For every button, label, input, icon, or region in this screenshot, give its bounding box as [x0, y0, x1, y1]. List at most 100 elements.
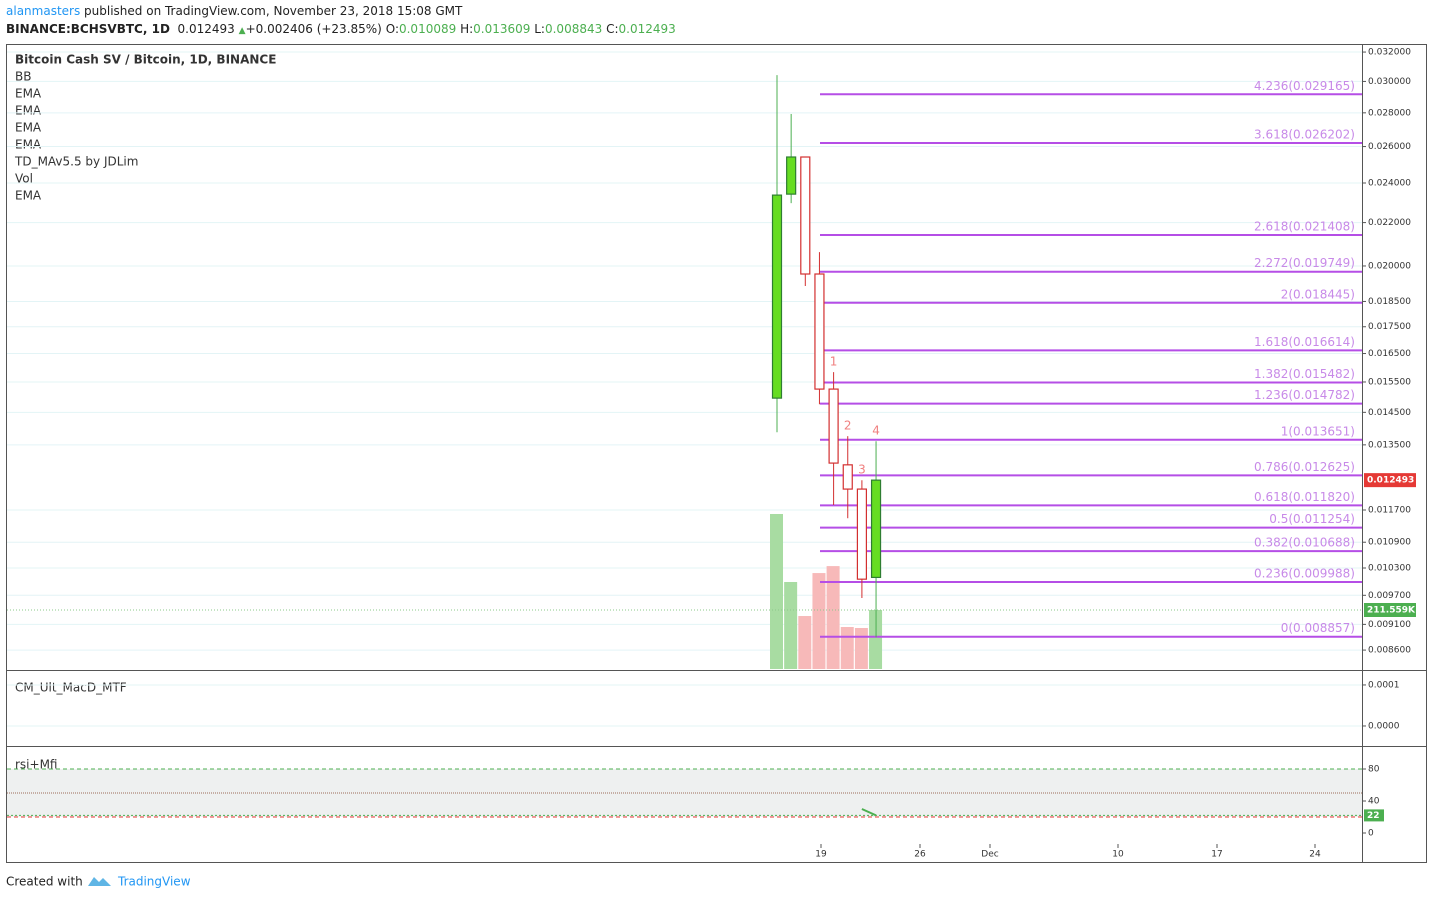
symbol-line: BINANCE:BCHSVBTC, 1D 0.012493 ▲+0.002406… — [6, 22, 676, 36]
last-price-box — [1364, 473, 1416, 488]
ohlc-label: C: — [606, 22, 619, 36]
macd-title: CM_Ult_MacD_MTF — [15, 681, 127, 695]
rsi-band — [7, 769, 1362, 817]
volume-bar — [854, 628, 868, 669]
td-count: 2 — [844, 419, 852, 433]
fib-label: 0.786(0.012625) — [1254, 460, 1355, 474]
footer-text: Created with — [6, 875, 83, 889]
y-tick-label: 0.032000 — [1368, 48, 1411, 58]
fib-label: 1.236(0.014782) — [1254, 388, 1355, 402]
x-tick-label: 19 — [815, 850, 827, 860]
fib-label: 2(0.018445) — [1281, 287, 1355, 301]
y-tick-label: 0.013500 — [1368, 440, 1411, 450]
x-tick-label: 24 — [1309, 850, 1321, 860]
indicator-label: EMA — [15, 104, 42, 118]
y-tick-label: 0.017500 — [1368, 322, 1411, 332]
candle-body — [800, 156, 811, 275]
y-tick-label: 40 — [1368, 797, 1380, 807]
fib-label: 0.5(0.011254) — [1269, 512, 1355, 526]
fib-label: 4.236(0.029165) — [1254, 79, 1355, 93]
indicator-label: EMA — [15, 121, 42, 135]
fib-label: 3.618(0.026202) — [1254, 128, 1355, 142]
volume-bar — [826, 566, 840, 669]
rsi-label-box — [1364, 809, 1384, 822]
fib-label: 1(0.013651) — [1281, 424, 1355, 438]
rsi-title: rsi+Mfi — [15, 758, 58, 772]
td-count: 1 — [830, 355, 838, 369]
fib-label: 1.618(0.016614) — [1254, 335, 1355, 349]
y-tick-label: 0.014500 — [1368, 408, 1411, 418]
ohlc-value: 0.010089 — [398, 22, 457, 36]
ohlc-value: 0.008843 — [544, 22, 603, 36]
ohlc: O:0.010089 H:0.013609 L:0.008843 C:0.012… — [386, 22, 676, 36]
y-tick-label: 0.028000 — [1368, 108, 1411, 118]
indicator-label: TD_MAv5.5 by JDLim — [14, 155, 138, 169]
header-line: alanmasters published on TradingView.com… — [6, 4, 462, 18]
y-tick-label: 0.010900 — [1368, 538, 1411, 548]
candle-body — [856, 488, 868, 580]
ohlc-label: O: — [385, 22, 399, 36]
volume-label-box — [1364, 602, 1416, 617]
fib-label: 0(0.008857) — [1281, 621, 1355, 635]
candle-body — [842, 464, 853, 490]
indicator-label: EMA — [15, 189, 42, 203]
rsi-label: 22 — [1367, 811, 1380, 821]
ohlc-value: 0.013609 — [473, 22, 531, 36]
volume-bar — [784, 581, 798, 669]
fib-label: 2.618(0.021408) — [1254, 220, 1355, 234]
y-tick-label: 0.030000 — [1368, 77, 1411, 87]
y-tick-label: 0.009100 — [1368, 620, 1411, 630]
y-tick-label: 80 — [1368, 765, 1380, 775]
volume-bar — [798, 616, 812, 669]
last-price: 0.012493 — [177, 22, 235, 36]
x-tick-label: 10 — [1112, 850, 1124, 860]
y-tick-label: 0.015500 — [1368, 377, 1411, 387]
author[interactable]: alanmasters — [6, 4, 81, 18]
published: published on TradingView.com, November 2… — [84, 4, 463, 18]
change: +0.002406 (+23.85%) — [245, 22, 382, 36]
candle-body — [771, 194, 783, 399]
y-tick-label: 0 — [1368, 829, 1374, 839]
fib-label: 0.618(0.011820) — [1254, 490, 1355, 504]
y-tick-label: 0.020000 — [1368, 261, 1411, 271]
y-tick-label: 0.009700 — [1368, 591, 1411, 601]
footer-brand[interactable]: TradingView — [117, 875, 191, 889]
volume-bar — [840, 627, 854, 669]
indicator-label: BB — [15, 70, 31, 84]
volume-bar — [869, 609, 883, 669]
ohlc-label: H: — [460, 22, 474, 36]
candle-body — [786, 156, 797, 195]
x-tick-label: Dec — [981, 850, 998, 860]
fib-label: 2.272(0.019749) — [1254, 256, 1355, 270]
chart-title: Bitcoin Cash SV / Bitcoin, 1D, BINANCE — [15, 53, 276, 67]
y-tick-label: 0.0000 — [1368, 721, 1400, 731]
ohlc-label: L: — [534, 22, 545, 36]
y-tick-label: 0.018500 — [1368, 297, 1411, 307]
td-count: 4 — [872, 424, 880, 438]
frame — [6, 44, 1427, 863]
fib-label: 0.236(0.009988) — [1254, 566, 1355, 580]
y-tick-label: 0.026000 — [1368, 142, 1411, 152]
y-tick-label: 0.008600 — [1368, 646, 1411, 656]
candle-body — [814, 273, 825, 390]
ohlc-value: 0.012493 — [618, 22, 676, 36]
indicator-label: EMA — [15, 87, 42, 101]
volume-bar — [812, 573, 826, 669]
y-tick-label: 0.0001 — [1368, 680, 1400, 690]
last-price-label: 0.012493 — [1367, 476, 1414, 486]
fib-label: 0.382(0.010688) — [1254, 536, 1355, 550]
td-count: 3 — [858, 463, 866, 477]
arrow: ▲ — [238, 26, 246, 36]
x-tick-label: 26 — [914, 850, 926, 860]
x-tick-label: 17 — [1211, 850, 1222, 860]
y-tick-label: 0.016500 — [1368, 349, 1411, 359]
indicator-label: EMA — [15, 138, 42, 152]
symbol: BINANCE:BCHSVBTC, 1D — [6, 22, 170, 36]
y-tick-label: 0.011700 — [1368, 505, 1411, 515]
indicator-label: Vol — [15, 172, 33, 186]
y-tick-label: 0.010300 — [1368, 563, 1411, 573]
volume-label: 211.559K — [1367, 605, 1416, 615]
volume-bar — [770, 513, 783, 669]
